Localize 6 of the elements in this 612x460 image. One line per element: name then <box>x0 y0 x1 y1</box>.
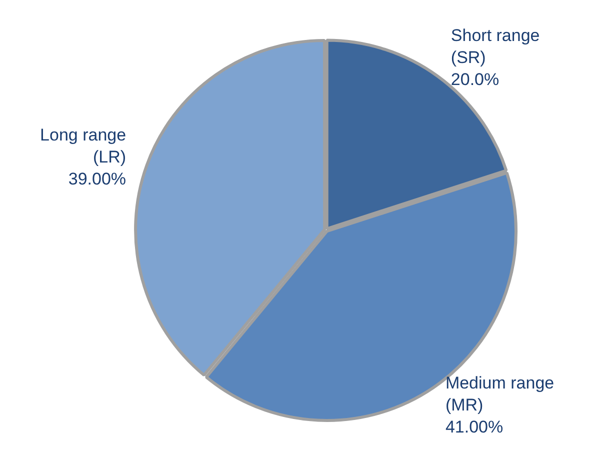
data-label: 39.00% <box>68 170 126 189</box>
data-label: 20.0% <box>450 70 500 89</box>
slice-label: Short range (SR) <box>450 26 540 67</box>
data-label: 41.00% <box>445 417 504 436</box>
slice-label: Long range (LR) <box>40 126 126 167</box>
slice-label: Medium range (MR) <box>445 373 554 414</box>
